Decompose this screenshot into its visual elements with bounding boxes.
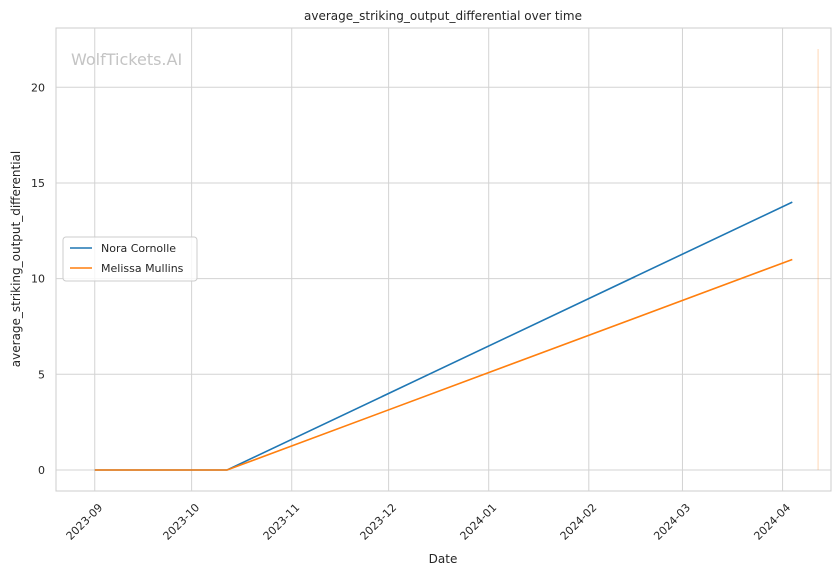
y-axis-title: average_striking_output_differential (9, 151, 23, 367)
y-tick-label: 15 (31, 177, 45, 190)
x-tick-label: 2024-01 (458, 501, 500, 543)
x-tick-label: 2023-11 (261, 501, 303, 543)
y-tick-label: 10 (31, 273, 45, 286)
legend-box (62, 236, 198, 282)
legend-label-melissa-mullins: Melissa Mullins (101, 262, 184, 275)
legend-label-nora-cornolle: Nora Cornolle (101, 242, 176, 255)
x-tick-label: 2024-02 (558, 501, 600, 543)
series-line-melissa-mullins (94, 258, 793, 471)
y-tick-labels: 0 5 10 15 20 (31, 81, 45, 477)
y-tick-label: 0 (38, 464, 45, 477)
x-tick-label: 2023-10 (161, 501, 203, 543)
y-tick-label: 20 (31, 81, 45, 94)
series-lines (94, 201, 793, 471)
legend: Nora Cornolle Melissa Mullins (62, 236, 198, 282)
x-tick-labels: 2023-09 2023-10 2023-11 2023-12 2024-01 2024-… (64, 501, 794, 543)
x-tick-label: 2023-12 (358, 501, 400, 543)
x-tick-label: 2024-04 (751, 501, 793, 543)
x-axis-title: Date (429, 552, 458, 566)
x-tick-label: 2023-09 (64, 501, 106, 543)
y-tick-label: 5 (38, 368, 45, 381)
chart-title: average_striking_output_differential ove… (304, 9, 582, 23)
x-tick-label: 2024-03 (651, 501, 693, 543)
watermark-text: WolfTickets.AI (71, 50, 182, 69)
